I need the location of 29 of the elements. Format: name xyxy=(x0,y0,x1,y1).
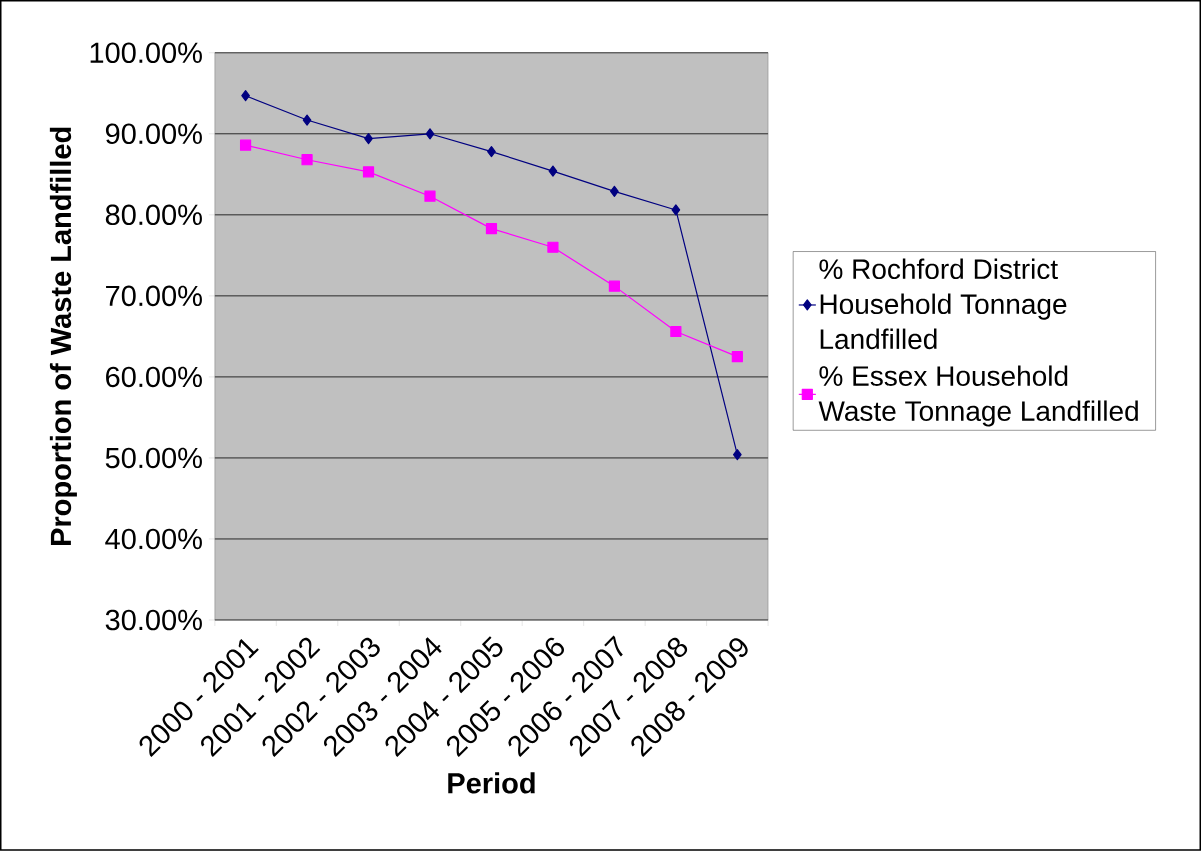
point xyxy=(425,128,435,140)
point xyxy=(362,166,375,178)
y-tick-label: 90.00% xyxy=(105,123,202,145)
y-tick-label: 30.00% xyxy=(105,609,202,631)
point xyxy=(302,114,312,126)
point xyxy=(241,90,250,102)
point xyxy=(671,204,681,216)
y-tick-label: 100.00% xyxy=(90,42,202,64)
point xyxy=(732,449,742,461)
legend-label: % Rochford District Household Tonnage Landfilled xyxy=(819,258,1067,350)
point xyxy=(301,154,313,166)
point xyxy=(364,133,373,145)
point xyxy=(731,351,743,363)
legend-label: % Essex Household Waste Tonnage Landfilled xyxy=(818,365,1138,427)
point xyxy=(608,280,620,292)
point xyxy=(670,325,682,338)
y-tick-label: 40.00% xyxy=(105,528,202,550)
y-tick-label: 70.00% xyxy=(106,285,202,307)
y-tick-label: 80.00% xyxy=(105,204,202,226)
point xyxy=(487,146,496,158)
point xyxy=(548,165,558,177)
point xyxy=(424,190,436,202)
y-tick-label: 60.00% xyxy=(106,366,202,388)
point xyxy=(485,223,498,235)
point xyxy=(547,241,559,253)
y-axis-title: Proportion of Waste Landfilled xyxy=(49,127,77,546)
point xyxy=(239,139,252,151)
x-axis-title: Period xyxy=(448,772,535,794)
y-tick-label: 50.00% xyxy=(105,447,202,469)
